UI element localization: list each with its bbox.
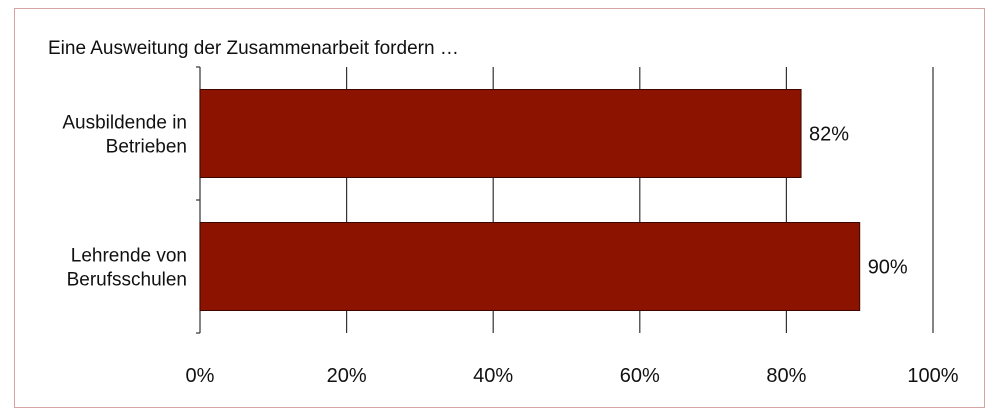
chart-frame: [14, 8, 985, 408]
value-label-0: 82%: [809, 124, 849, 146]
x-tick-labels: 0% 20% 40% 60% 80% 100%: [186, 365, 959, 387]
x-tick-label-2: 40%: [473, 365, 513, 387]
x-tick-label-3: 60%: [620, 365, 660, 387]
bars: [199, 89, 861, 311]
bar-1: [199, 222, 861, 311]
value-labels: 82% 90%: [809, 124, 908, 279]
category-label-0-1: Betrieben: [106, 137, 187, 158]
category-label-1-1: Berufsschulen: [67, 270, 187, 291]
bar-0: [199, 89, 802, 178]
category-label-0-0: Ausbildende in: [62, 113, 187, 134]
value-label-1: 90%: [868, 257, 908, 279]
bar-chart: Eine Ausweitung der Zusammenarbeit forde…: [48, 38, 959, 387]
category-label-1-0: Lehrende von: [71, 246, 187, 267]
y-axis: [196, 66, 201, 334]
x-tick-label-0: 0%: [186, 365, 215, 387]
chart-title: Eine Ausweitung der Zusammenarbeit forde…: [48, 38, 459, 59]
x-tick-label-4: 80%: [766, 365, 806, 387]
x-tick-label-1: 20%: [327, 365, 367, 387]
x-tick-label-5: 100%: [907, 365, 958, 387]
category-labels: Ausbildende in Betrieben Lehrende von Beruf…: [62, 113, 187, 291]
